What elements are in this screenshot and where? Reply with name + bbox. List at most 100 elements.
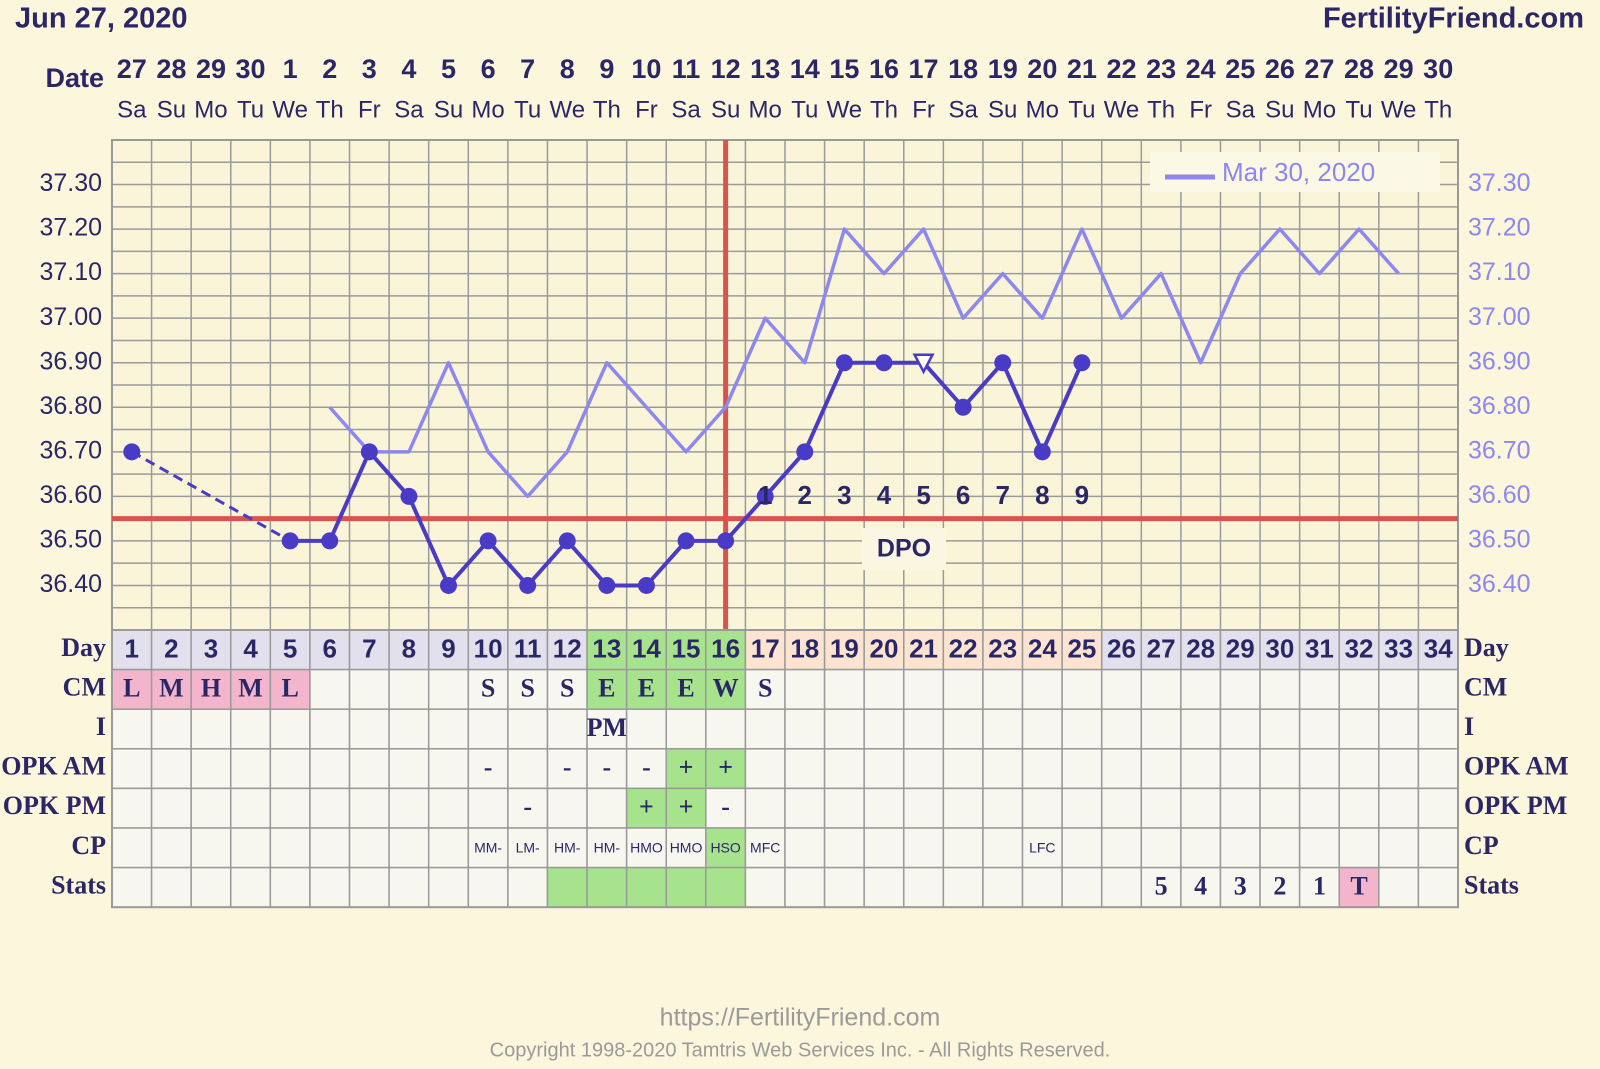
table-cell [507,668,549,710]
date-label: 17 [909,54,939,84]
table-cell [1259,668,1301,710]
table-cell [744,708,786,750]
cell-text: 11 [514,634,542,664]
table-cell [625,866,667,908]
table-cell [1061,787,1103,829]
y-tick-label: 36.50 [39,526,102,554]
table-cell [150,629,192,671]
table-cell [942,787,984,829]
date-label: 23 [1146,54,1176,84]
table-cell [269,866,311,908]
table-cell [1378,708,1420,750]
table-cell [1417,866,1459,908]
table-cell [467,787,509,829]
cell-text: H [201,673,221,702]
row-label: Stats [51,870,106,899]
weekday-label: Sa [394,96,424,123]
y-tick-label: 37.10 [39,258,102,286]
table-cell [1100,827,1143,869]
weekday-label: Mo [1303,96,1336,123]
y2-tick-label: 37.30 [1468,169,1531,197]
weekday-label: Tu [1068,96,1095,123]
table-cell [1021,668,1063,710]
date-label: 12 [711,54,741,84]
cell-text: + [718,753,733,782]
dpo-number: 4 [877,480,892,510]
table-cell [1219,708,1261,750]
table-cell [823,708,865,750]
weekday-label: Su [434,96,463,123]
date-label: 15 [829,54,859,84]
cell-text: 7 [362,634,376,664]
cell-text: 12 [553,634,582,664]
table-cell [1021,866,1063,908]
table-cell [269,708,311,750]
weekday-label: We [1381,96,1417,123]
table-cell [1338,668,1380,710]
cell-text: + [679,753,694,782]
table-cell [467,866,509,908]
date-label: 13 [750,54,780,84]
table-cell [269,787,311,829]
table-cell [982,748,1024,790]
table-cell [1100,748,1143,790]
table-cell [190,787,232,829]
table-cell [1417,748,1459,790]
dpo-number: 3 [837,480,851,510]
table-cell [784,787,826,829]
table-cell [903,787,945,829]
weekday-label: Th [593,96,621,123]
cell-text: 9 [441,634,455,664]
row-label: OPK PM [3,791,106,820]
table-cell [388,668,430,710]
marker [796,443,814,461]
table-cell [309,708,351,750]
table-cell [1298,708,1340,750]
table-cell [625,668,667,710]
row-label: OPK AM [1,752,106,781]
weekday-label: Th [870,96,898,123]
cell-text: + [679,792,694,821]
table-cell [982,866,1024,908]
dpo-number: 9 [1075,480,1089,510]
gap-connector [131,450,291,543]
date-label: 30 [236,54,266,84]
table-cell [1061,866,1103,908]
cell-text: 19 [830,634,859,664]
date-label: 6 [481,54,496,84]
cell-text: M [238,673,263,702]
table-cell [1140,827,1182,869]
table-cell [150,866,192,908]
weekday-label: Sa [948,96,978,123]
table-cell [388,748,430,790]
table-cell [230,787,272,829]
y2-tick-label: 37.00 [1468,303,1531,331]
row-label-right: CM [1464,672,1507,701]
cell-text: 24 [1028,634,1057,664]
weekday-label: Tu [237,96,264,123]
legend-box [1150,152,1440,192]
table-cell [269,748,311,790]
cell-text: - [721,792,730,821]
y-tick-label: 36.40 [39,570,102,598]
table-cell [1219,827,1261,869]
cell-text: 5 [283,634,297,664]
table-cell [111,708,153,750]
date-label: 2 [322,54,337,84]
header-site: FertilityFriend.com [1323,3,1584,35]
dpo-number: 5 [916,480,930,510]
cell-text: 16 [711,634,740,664]
table-cell [1378,787,1420,829]
cell-text: 22 [949,634,978,664]
table-cell [1061,827,1103,869]
y2-tick-label: 37.20 [1468,214,1531,242]
marker [1033,443,1051,461]
table-cell [1140,708,1182,750]
table-cell [1061,708,1103,750]
weekday-label: Su [157,96,186,123]
y-tick-label: 36.80 [39,392,102,420]
table-cell [823,827,865,869]
table-cell [111,748,153,790]
cell-text: PM [587,713,627,742]
